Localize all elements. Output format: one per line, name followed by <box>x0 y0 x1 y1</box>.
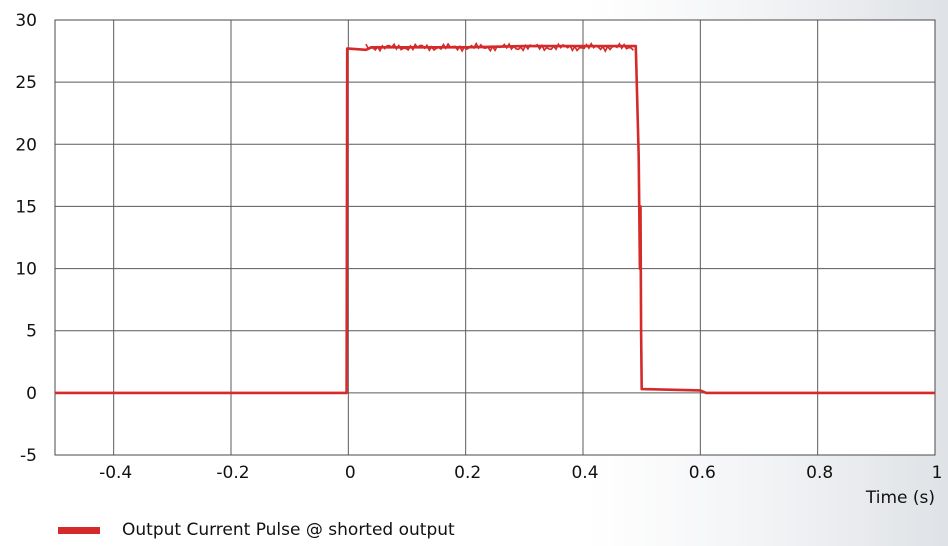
y-tick-label: 5 <box>26 322 37 342</box>
x-tick-label: 0.2 <box>454 463 481 483</box>
x-tick-label: 0.6 <box>689 463 716 483</box>
y-tick-label: 10 <box>15 260 37 280</box>
x-tick-label: 0 <box>345 463 356 483</box>
x-tick-label: -0.2 <box>216 463 249 483</box>
x-tick-label: -0.4 <box>99 463 132 483</box>
y-tick-label: 25 <box>15 73 37 93</box>
y-tick-label: 0 <box>26 384 37 404</box>
x-tick-label: 0.8 <box>806 463 833 483</box>
y-tick-label: 30 <box>15 11 37 31</box>
y-tick-label: 15 <box>15 197 37 217</box>
series-noise <box>365 41 635 53</box>
plot-border <box>54 19 936 456</box>
legend-swatch <box>58 526 100 534</box>
legend-label: Output Current Pulse @ shorted output <box>122 520 455 540</box>
x-axis-title: Time (s) <box>865 488 935 508</box>
plot-area <box>55 20 935 455</box>
legend: Output Current Pulse @ shorted output <box>58 520 455 540</box>
y-tick-label: 20 <box>15 135 37 155</box>
series-line <box>55 44 935 395</box>
y-tick-label: -5 <box>20 446 37 466</box>
x-tick-label: 0.4 <box>571 463 598 483</box>
x-tick-label: 1 <box>932 463 943 483</box>
